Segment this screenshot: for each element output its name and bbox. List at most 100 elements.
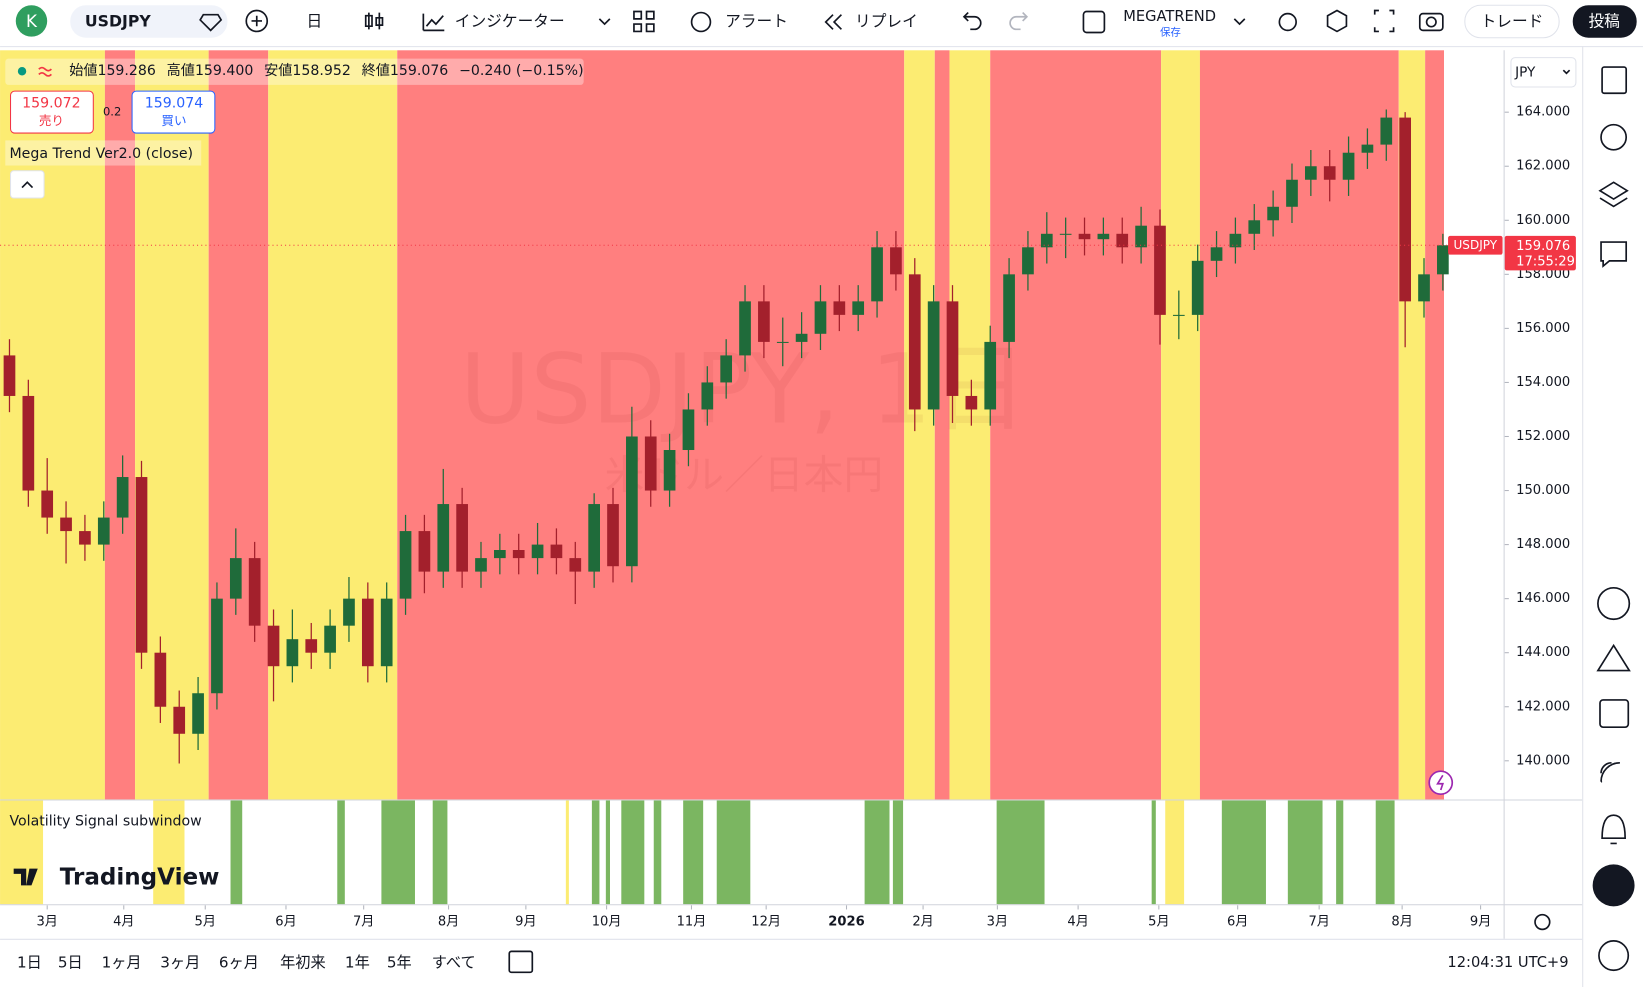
symbol-tag-label: USDJPY <box>1454 238 1498 252</box>
x-tick-label: 8月 <box>438 915 459 930</box>
candle-body <box>739 301 751 356</box>
sell-label: 売り <box>39 113 64 128</box>
open-value: 159.286 <box>97 63 155 79</box>
y-tick-label: 162.000 <box>1516 159 1570 174</box>
y-tick-label: 152.000 <box>1516 429 1570 444</box>
candle-body <box>1135 225 1147 248</box>
candle-body <box>60 517 72 532</box>
subwindow <box>0 800 1395 905</box>
currency-select[interactable] <box>1510 57 1577 88</box>
candle-body <box>871 247 883 302</box>
range-button[interactable]: 1年 <box>345 953 370 971</box>
alert-button[interactable]: アラート <box>725 12 788 31</box>
redo-button[interactable] <box>1009 11 1029 31</box>
trade-label: トレード <box>1481 12 1544 31</box>
candle-body <box>946 301 959 396</box>
plus-icon <box>251 15 262 27</box>
range-button[interactable]: 年初来 <box>280 953 326 971</box>
signal-zone <box>934 50 950 800</box>
calendar-button[interactable] <box>1599 699 1630 728</box>
help-button[interactable] <box>1598 940 1630 972</box>
chart-type-button[interactable] <box>364 12 384 30</box>
volatility-bar <box>591 800 600 905</box>
chat-button[interactable] <box>1600 241 1628 268</box>
layout-select[interactable] <box>1082 10 1106 34</box>
candle-body <box>531 544 544 559</box>
candle-body <box>1097 233 1110 240</box>
candle-body <box>1172 314 1185 316</box>
range-button[interactable]: 3ヶ月 <box>160 953 200 971</box>
alert-icon <box>690 11 712 33</box>
x-tick-label: 5月 <box>1148 915 1169 930</box>
change: −0.240 (−0.15%) <box>459 63 584 79</box>
volatility-bar <box>337 800 345 905</box>
range-button[interactable]: すべて <box>432 953 476 971</box>
candle-body <box>1267 206 1279 221</box>
indicator-name[interactable]: Mega Trend Ver2.0 (close) <box>9 146 193 162</box>
candle-body <box>1059 233 1072 235</box>
compare-button[interactable] <box>245 9 269 33</box>
volatility-bar <box>0 800 44 905</box>
indicators-dropdown[interactable] <box>598 18 611 26</box>
volatility-bar <box>381 800 415 905</box>
settings-button[interactable] <box>1326 9 1348 33</box>
range-button[interactable]: 1ヶ月 <box>102 953 142 971</box>
candle-body <box>1022 247 1034 275</box>
candle-body <box>984 341 997 410</box>
sell-button[interactable] <box>10 90 94 134</box>
undo-button[interactable] <box>962 11 982 31</box>
candle-body <box>97 517 110 545</box>
volatility-bar <box>230 800 243 905</box>
y-tick-label: 148.000 <box>1516 537 1570 552</box>
notifications-button[interactable] <box>1601 814 1626 845</box>
target-button[interactable] <box>1597 586 1631 621</box>
quick-search[interactable] <box>1278 12 1297 32</box>
buy-button[interactable] <box>131 90 216 134</box>
indicators-button[interactable]: インジケーター <box>455 12 565 31</box>
volatility-bar <box>1375 800 1395 905</box>
trade-button[interactable] <box>1464 4 1560 39</box>
fullscreen-button[interactable] <box>1373 9 1395 33</box>
range-button[interactable]: 1日 <box>17 953 42 971</box>
candle-body <box>908 274 921 410</box>
candle-body <box>399 531 412 599</box>
y-tick-label: 154.000 <box>1516 375 1570 390</box>
layout-button[interactable] <box>633 10 655 33</box>
range-button[interactable]: 5日 <box>58 953 83 971</box>
range-button[interactable]: 5年 <box>387 953 412 971</box>
indicator-icon <box>38 66 52 77</box>
interval-button[interactable]: 日 <box>307 12 323 31</box>
date-range-button[interactable] <box>508 950 534 974</box>
axis-settings[interactable] <box>1534 913 1551 931</box>
last-price-label: 159.076 <box>1516 239 1570 254</box>
range-button[interactable]: 6ヶ月 <box>219 953 259 971</box>
layers-button[interactable] <box>1598 181 1629 208</box>
close-label: 終値 <box>362 63 390 79</box>
publish-button[interactable] <box>1572 5 1637 38</box>
replay-button[interactable]: リプレイ <box>855 12 918 31</box>
signals-button[interactable] <box>1428 770 1454 796</box>
avatar[interactable] <box>15 5 48 37</box>
alerts-button[interactable] <box>1600 123 1628 151</box>
candle-body <box>286 639 299 667</box>
ideas-button[interactable] <box>1596 643 1631 672</box>
buy-label: 買い <box>161 113 186 128</box>
layout-status: 保存 <box>1160 25 1181 38</box>
collapse-button[interactable] <box>10 170 45 199</box>
feed-button[interactable] <box>1600 761 1620 783</box>
signal-zone <box>1199 50 1399 800</box>
last-price-tag <box>1504 235 1576 271</box>
layout-name[interactable]: MEGATREND <box>1123 8 1216 25</box>
symbol-search[interactable] <box>70 5 228 38</box>
layout-dropdown[interactable] <box>1233 18 1246 26</box>
watchlist-button[interactable] <box>1601 66 1628 95</box>
symbol: USDJPY <box>85 12 151 31</box>
candle-body <box>795 333 808 342</box>
candle-body <box>569 558 582 572</box>
apps-button[interactable] <box>1592 864 1635 907</box>
logo: TradingView <box>60 865 220 891</box>
avatar-letter: K <box>26 11 38 31</box>
candle-body <box>1286 179 1298 207</box>
x-tick-label: 9月 <box>515 915 536 930</box>
snapshot-button[interactable] <box>1418 12 1444 32</box>
